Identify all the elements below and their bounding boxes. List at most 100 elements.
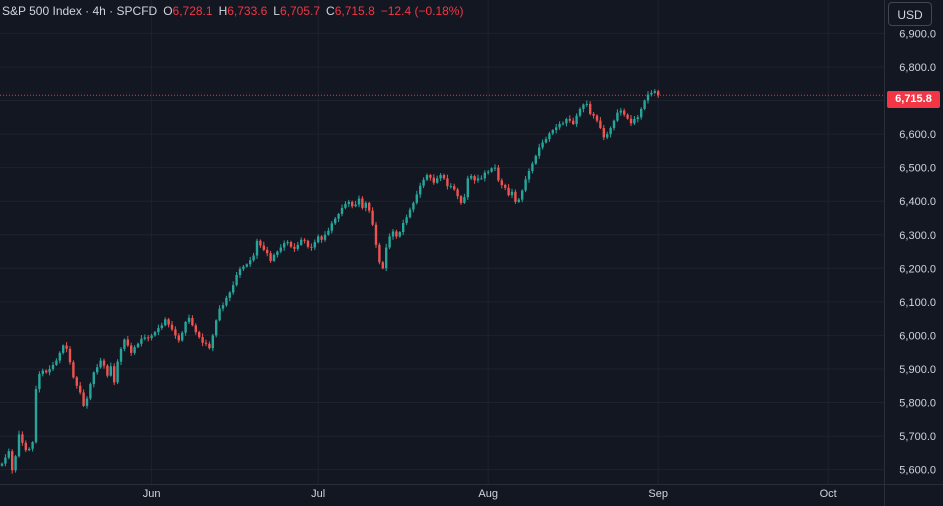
currency-button[interactable]: USD <box>888 2 932 26</box>
candle-body <box>143 337 146 339</box>
candle-body <box>425 175 429 180</box>
candle-body <box>187 317 191 322</box>
candle-body <box>330 223 333 231</box>
candle-body <box>266 249 269 254</box>
candle-body <box>551 130 554 134</box>
candle-body <box>398 232 401 237</box>
candle-body <box>130 345 133 353</box>
candle-body <box>310 246 313 248</box>
candle-body <box>504 185 507 188</box>
candle-body <box>490 168 493 172</box>
candle-body <box>72 362 75 378</box>
candle-body <box>589 103 592 114</box>
candle-body <box>116 361 119 383</box>
candle-body <box>592 113 595 116</box>
candle-body <box>449 186 452 188</box>
candle-body <box>215 320 218 336</box>
candle-body <box>572 120 575 125</box>
candle-body <box>245 264 248 267</box>
candle-body <box>38 374 41 390</box>
candle-body <box>313 242 316 248</box>
candle-body <box>626 114 629 119</box>
candle-body <box>344 203 347 208</box>
open-value: 6,728.1 <box>172 4 213 18</box>
symbol-title[interactable]: S&P 500 Index · 4h · SPCFD <box>2 4 158 18</box>
candle-body <box>439 175 442 179</box>
candle-body <box>262 245 265 250</box>
candle-body <box>334 218 337 224</box>
candle-body <box>293 246 296 249</box>
candle-body <box>4 457 7 464</box>
candle-body <box>544 139 548 143</box>
y-tick-label: 6,500.0 <box>899 163 936 175</box>
candle-body <box>599 120 602 129</box>
candle-body <box>24 442 27 451</box>
candle-body <box>126 339 129 346</box>
candle-body <box>429 175 432 178</box>
candle-body <box>493 167 497 169</box>
candle-body <box>21 434 24 443</box>
candle-body <box>62 345 65 353</box>
candle-body <box>167 319 170 325</box>
close-label: C <box>326 4 335 18</box>
candle-body <box>436 178 439 183</box>
y-tick-label: 6,300.0 <box>899 230 936 242</box>
candle-body <box>364 202 367 208</box>
y-tick-label: 6,400.0 <box>899 196 936 208</box>
candle-body <box>361 198 364 208</box>
candle-body <box>561 123 565 125</box>
x-tick-label: Oct <box>820 488 837 500</box>
candle-body <box>75 377 78 386</box>
x-tick-label: Jun <box>143 488 161 500</box>
candle-body <box>609 128 612 135</box>
candle-body <box>242 266 245 269</box>
candle-body <box>157 328 160 333</box>
candle-body <box>7 451 10 458</box>
candle-body <box>34 389 38 443</box>
candle-body <box>136 343 140 348</box>
candle-body <box>204 342 208 344</box>
open-label: O <box>163 4 173 18</box>
candle-body <box>306 240 310 247</box>
candle-body <box>17 434 21 457</box>
y-tick-label: 6,600.0 <box>899 129 936 141</box>
candle-body <box>619 110 622 113</box>
candle-body <box>357 198 361 205</box>
candle-body <box>657 91 660 96</box>
candle-body <box>517 199 520 202</box>
candle-body <box>89 384 92 399</box>
candle-body <box>368 202 371 211</box>
candle-body <box>320 236 323 240</box>
candle-body <box>459 196 463 203</box>
candle-body <box>408 209 412 218</box>
candle-body <box>650 92 653 95</box>
high-label: H <box>218 4 228 18</box>
candle-body <box>354 204 357 207</box>
candle-body <box>300 239 303 245</box>
candle-body <box>374 224 378 245</box>
candle-body <box>249 260 252 265</box>
candle-body <box>602 128 605 138</box>
candle-body <box>272 254 276 261</box>
candle-body <box>211 335 214 349</box>
candle-body <box>612 120 616 129</box>
candle-body <box>221 305 225 309</box>
candle-body <box>28 448 31 451</box>
x-tick-label: Sep <box>648 488 668 500</box>
candle-body <box>11 451 14 471</box>
candle-body <box>51 364 55 369</box>
candle-body <box>48 368 51 373</box>
candle-body <box>643 100 646 109</box>
candle-body <box>283 243 286 248</box>
candle-body <box>582 104 585 109</box>
candle-body <box>575 115 578 125</box>
candle-body <box>228 292 231 298</box>
candle-body <box>92 372 95 385</box>
candle-body <box>487 171 490 173</box>
candle-body <box>391 231 395 237</box>
candle-body <box>45 370 48 373</box>
candle-body <box>82 392 85 406</box>
candle-body <box>385 247 388 269</box>
